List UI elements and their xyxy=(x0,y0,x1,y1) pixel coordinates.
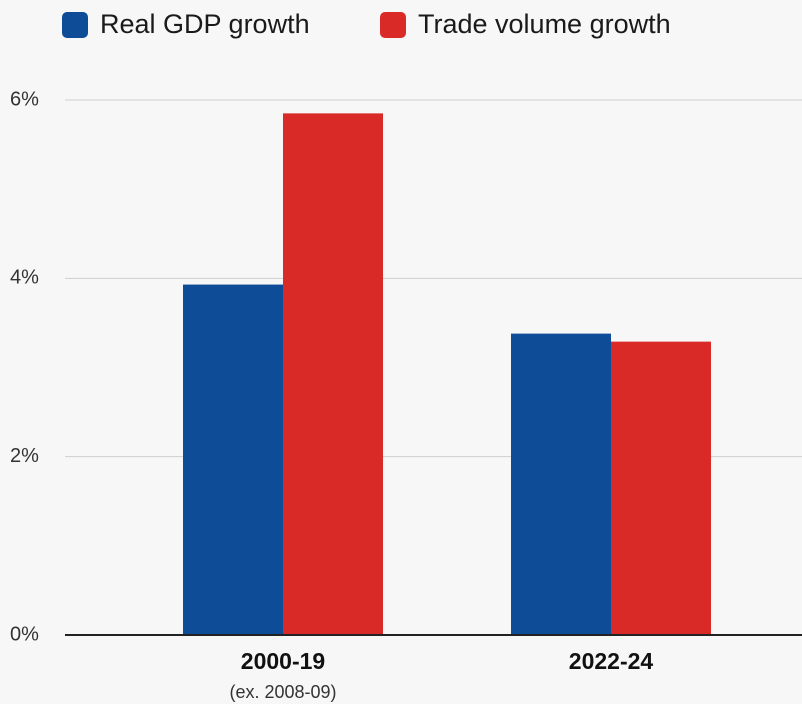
y-tick-label: 4% xyxy=(10,267,39,289)
y-tick-label: 6% xyxy=(10,88,39,110)
category-sublabel: (ex. 2008-09) xyxy=(229,682,336,702)
bars xyxy=(183,113,711,635)
category-label: 2022-24 xyxy=(569,648,654,674)
bar-real-gdp-growth-2000-19 xyxy=(183,284,283,635)
bar-real-gdp-growth-2022-24 xyxy=(511,333,611,635)
bar-trade-volume-growth-2000-19 xyxy=(283,113,383,635)
legend-item: Real GDP growth xyxy=(62,9,310,39)
bar-trade-volume-growth-2022-24 xyxy=(611,341,711,635)
legend-swatch xyxy=(62,12,88,38)
y-axis-ticks: 0% 2% 4% 6% xyxy=(10,88,39,645)
legend-swatch xyxy=(380,12,406,38)
y-tick-label: 0% xyxy=(10,623,39,645)
x-axis-categories: 2000-19 (ex. 2008-09) 2022-24 xyxy=(229,648,653,702)
y-tick-label: 2% xyxy=(10,445,39,467)
legend-label: Real GDP growth xyxy=(100,9,310,39)
legend-item: Trade volume growth xyxy=(380,9,671,39)
legend: Real GDP growth Trade volume growth xyxy=(62,9,671,39)
category-label: 2000-19 xyxy=(241,648,325,674)
legend-label: Trade volume growth xyxy=(418,9,671,39)
